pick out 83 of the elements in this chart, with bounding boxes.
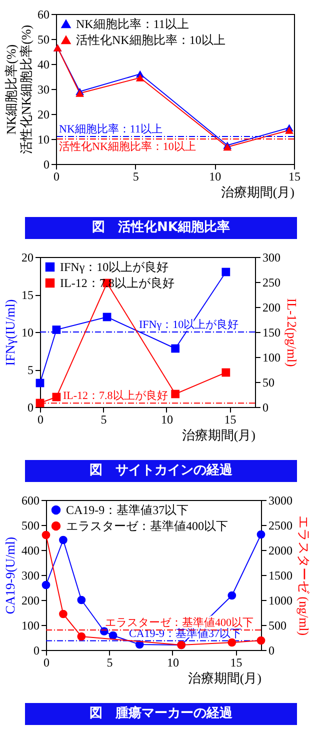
y-tick-label: 60 <box>38 8 50 22</box>
point <box>36 378 44 388</box>
y2-tick-label: 1000 <box>268 594 292 608</box>
x-tick-label: 10 <box>160 412 173 426</box>
y2-tick-label: 3000 <box>268 494 292 508</box>
x-axis-title: 治療期間(月) <box>188 670 262 686</box>
ref-line-label: NK細胞比率：11以上 <box>59 122 162 136</box>
x-tick-label: 5 <box>106 656 113 670</box>
y2-tick-label: 0 <box>268 644 274 658</box>
x-tick-label: 5 <box>132 170 139 184</box>
legend-label: NK細胞比率：11以上 <box>76 17 189 31</box>
y2-tick-label: 2000 <box>268 544 292 558</box>
y2-tick-label: 2500 <box>268 518 292 532</box>
y2-tick-label: 50 <box>262 376 274 390</box>
point <box>42 530 50 540</box>
y-tick-label: 600 <box>22 494 40 508</box>
legend-label: エラスターゼ：基準値400以下 <box>66 519 228 533</box>
y-tick-label: 500 <box>22 518 40 532</box>
point <box>77 596 86 604</box>
point <box>228 591 236 600</box>
y2-tick-label: 250 <box>262 276 280 290</box>
x-tick-label: 5 <box>100 412 107 426</box>
point <box>59 610 68 618</box>
y2-axis-title: IL-12(pg/ml) <box>284 298 300 367</box>
point <box>42 580 50 590</box>
point <box>52 392 61 402</box>
x-axis-title: 治療期間(月) <box>220 184 294 200</box>
point <box>59 536 68 544</box>
y2-tick-label: 100 <box>262 350 280 364</box>
y2-tick-label: 300 <box>262 250 280 264</box>
y-tick-label: 10 <box>38 132 50 146</box>
y-tick-label: 200 <box>22 594 40 608</box>
point <box>256 636 266 645</box>
x-tick-label: 15 <box>230 656 242 670</box>
point <box>108 631 118 640</box>
x-tick-label: 10 <box>209 170 222 184</box>
y-tick-label: 10 <box>22 326 34 340</box>
point <box>222 268 230 276</box>
legend-label: CA19-9：基準値37以下 <box>66 503 189 517</box>
y2-axis-title: エラスターゼ (ng/ml) <box>296 515 312 636</box>
text: 図 サイトカインの経過 <box>25 460 297 482</box>
point <box>171 344 180 353</box>
y-tick-label: 15 <box>22 288 34 302</box>
x-tick-label: 10 <box>166 656 179 670</box>
y2-tick-label: 0 <box>262 400 268 414</box>
text: 図 腫瘍マーカーの経過 <box>25 703 297 725</box>
y-tick-label: 30 <box>38 82 50 96</box>
point <box>171 390 180 398</box>
y-tick-label: 100 <box>22 618 40 632</box>
point <box>285 126 294 134</box>
y-axis-title: CA19-9(U/ml) <box>2 536 18 614</box>
point <box>77 632 86 641</box>
y-axis-title: IFNγ(IU/ml) <box>2 299 18 366</box>
y-tick-label: 50 <box>38 32 50 46</box>
point <box>102 312 112 322</box>
point <box>256 530 266 539</box>
y-tick-label: 0 <box>28 400 34 414</box>
y-tick-label: 20 <box>38 108 50 122</box>
y2-tick-label: 1500 <box>268 568 292 582</box>
point <box>222 368 230 377</box>
y-tick-label: 0 <box>44 158 50 172</box>
ref-line-label: IL-12：7.8以上が良好 <box>63 389 168 402</box>
y-tick-label: 0 <box>34 644 40 658</box>
y-tick-label: 5 <box>28 363 34 377</box>
ref-line-label: エラスターゼ：基準値400以下 <box>105 616 254 629</box>
y2-tick-label: 200 <box>262 300 280 314</box>
y-tick-label: 40 <box>38 58 50 72</box>
y2-tick-label: 500 <box>268 618 286 632</box>
y-axis-title: NK細胞比率(%) 活性化NK細胞比率(%) <box>4 24 34 154</box>
point <box>228 638 236 647</box>
y2-tick-label: 150 <box>262 326 280 340</box>
x-tick-label: 15 <box>288 170 300 184</box>
x-axis-title: 治療期間(月) <box>182 428 256 442</box>
y-tick-label: 20 <box>22 250 34 264</box>
legend-label: 活性化NK細胞比率：10以上 <box>76 33 226 47</box>
point <box>136 74 144 82</box>
y-tick-label: 300 <box>22 568 40 582</box>
legend-label: IFNγ：10以上が良好 <box>60 260 169 274</box>
text: 図 活性化NK細胞比率 <box>25 217 297 239</box>
ref-line-label: 活性化NK細胞比率：10以上 <box>59 140 196 153</box>
x-tick-label: 15 <box>224 412 236 426</box>
y-tick-label: 400 <box>22 544 40 558</box>
x-tick-label: 0 <box>54 170 60 184</box>
